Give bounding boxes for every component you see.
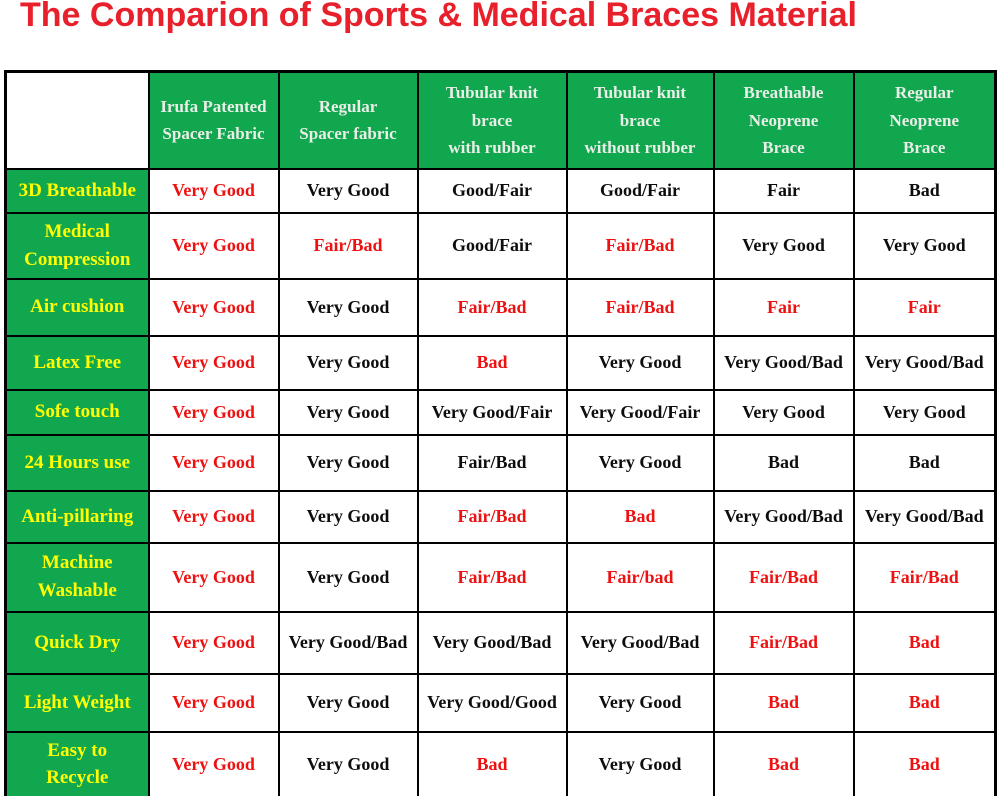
table-cell: Very Good bbox=[565, 433, 715, 492]
table-cell: Fair bbox=[712, 167, 855, 214]
page-title: The Comparion of Sports & Medical Braces… bbox=[20, 0, 857, 34]
table-cell: Good/Fair bbox=[416, 211, 568, 280]
table-cell: Fair bbox=[852, 277, 997, 337]
table-cell: Very Good bbox=[277, 433, 419, 492]
table-cell: Very Good/Bad bbox=[852, 489, 997, 544]
table-cell: Very Good bbox=[147, 167, 280, 214]
table-cell: Very Good bbox=[147, 211, 280, 280]
row-label: Easy to Recycle bbox=[4, 730, 150, 796]
row-label: Light Weight bbox=[4, 672, 150, 733]
table-cell: Very Good bbox=[147, 388, 280, 436]
table-cell: Bad bbox=[416, 334, 568, 391]
table-cell: Very Good bbox=[147, 277, 280, 337]
table-cell: Very Good bbox=[277, 672, 419, 733]
table-cell: Very Good bbox=[712, 388, 855, 436]
table-cell: Very Good bbox=[277, 388, 419, 436]
table-row: Quick Dry Very Good Very Good/Bad Very Good… bbox=[4, 610, 997, 675]
table-cell: Fair/bad bbox=[565, 541, 715, 613]
column-header: Breathable Neoprene Brace bbox=[712, 70, 855, 170]
column-header: Tubular knit brace with rubber bbox=[416, 70, 568, 170]
table-cell: Bad bbox=[852, 433, 997, 492]
table-cell: Fair/Bad bbox=[416, 433, 568, 492]
table-cell: Very Good bbox=[277, 730, 419, 796]
table-cell: Bad bbox=[852, 610, 997, 675]
table-cell: Very Good/Bad bbox=[416, 610, 568, 675]
table-row: Easy to Recycle Very Good Very Good Bad Very… bbox=[4, 730, 997, 796]
column-header: Regular Neoprene Brace bbox=[852, 70, 997, 170]
table-cell: Fair/Bad bbox=[565, 277, 715, 337]
table-row: 24 Hours use Very Good Very Good Fair/Bad Ve… bbox=[4, 433, 997, 492]
table-cell: Fair/Bad bbox=[712, 541, 855, 613]
table-row: Sofe touch Very Good Very Good Very Good/Fa… bbox=[4, 388, 997, 436]
table-cell: Very Good/Bad bbox=[852, 334, 997, 391]
row-label: Sofe touch bbox=[4, 388, 150, 436]
table-cell: Very Good bbox=[147, 541, 280, 613]
table-row: Machine Washable Very Good Very Good Fair/B… bbox=[4, 541, 997, 613]
table-cell: Fair/Bad bbox=[416, 541, 568, 613]
table-cell: Very Good bbox=[277, 334, 419, 391]
table-cell: Very Good bbox=[712, 211, 855, 280]
table-cell: Bad bbox=[712, 672, 855, 733]
table-cell: Bad bbox=[852, 167, 997, 214]
table-cell: Fair/Bad bbox=[416, 489, 568, 544]
row-label: Quick Dry bbox=[4, 610, 150, 675]
table-cell: Very Good bbox=[147, 489, 280, 544]
table-header-row: Irufa Patented Spacer Fabric Regular Spac… bbox=[4, 70, 997, 170]
column-header: Tubular knit brace without rubber bbox=[565, 70, 715, 170]
table-cell: Very Good bbox=[565, 334, 715, 391]
table-cell: Very Good/Bad bbox=[712, 489, 855, 544]
table-cell: Bad bbox=[712, 730, 855, 796]
table-cell: Very Good bbox=[147, 730, 280, 796]
table-cell: Very Good bbox=[147, 334, 280, 391]
row-label: Latex Free bbox=[4, 334, 150, 391]
table-cell: Very Good bbox=[565, 730, 715, 796]
corner-cell bbox=[4, 70, 150, 170]
table-cell: Good/Fair bbox=[416, 167, 568, 214]
table-cell: Fair/Bad bbox=[565, 211, 715, 280]
table-cell: Very Good bbox=[147, 610, 280, 675]
table-cell: Fair bbox=[712, 277, 855, 337]
table-cell: Very Good bbox=[852, 388, 997, 436]
table-cell: Very Good bbox=[852, 211, 997, 280]
table-cell: Very Good/Bad bbox=[712, 334, 855, 391]
table-cell: Fair/Bad bbox=[416, 277, 568, 337]
table-cell: Very Good bbox=[277, 277, 419, 337]
table-row: Light Weight Very Good Very Good Very Good/… bbox=[4, 672, 997, 733]
table-cell: Very Good bbox=[147, 433, 280, 492]
table-cell: Very Good bbox=[565, 672, 715, 733]
row-label: Medical Compression bbox=[4, 211, 150, 280]
table-row: Anti-pillaring Very Good Very Good Fair/Bad… bbox=[4, 489, 997, 544]
table-cell: Very Good bbox=[277, 489, 419, 544]
table-row: Medical Compression Very Good Fair/Bad Good… bbox=[4, 211, 997, 280]
table-cell: Good/Fair bbox=[565, 167, 715, 214]
table-cell: Very Good/Fair bbox=[416, 388, 568, 436]
table-cell: Bad bbox=[712, 433, 855, 492]
table-cell: Very Good/Good bbox=[416, 672, 568, 733]
table-row: Air cushion Very Good Very Good Fair/Bad Fai… bbox=[4, 277, 997, 337]
column-header: Regular Spacer fabric bbox=[277, 70, 419, 170]
table-cell: Very Good bbox=[277, 167, 419, 214]
comparison-table: Irufa Patented Spacer Fabric Regular Spac… bbox=[4, 70, 997, 796]
row-label: 24 Hours use bbox=[4, 433, 150, 492]
row-label: Anti-pillaring bbox=[4, 489, 150, 544]
table-row: Latex Free Very Good Very Good Bad Very Good… bbox=[4, 334, 997, 391]
table-cell: Very Good/Bad bbox=[277, 610, 419, 675]
row-label: Machine Washable bbox=[4, 541, 150, 613]
table-cell: Very Good bbox=[147, 672, 280, 733]
table-cell: Fair/Bad bbox=[712, 610, 855, 675]
row-label: Air cushion bbox=[4, 277, 150, 337]
table-cell: Bad bbox=[565, 489, 715, 544]
row-label: 3D Breathable bbox=[4, 167, 150, 214]
table-cell: Very Good/Fair bbox=[565, 388, 715, 436]
table-cell: Very Good bbox=[277, 541, 419, 613]
column-header: Irufa Patented Spacer Fabric bbox=[147, 70, 280, 170]
table-cell: Fair/Bad bbox=[277, 211, 419, 280]
table-cell: Very Good/Bad bbox=[565, 610, 715, 675]
table-cell: Bad bbox=[416, 730, 568, 796]
table-cell: Fair/Bad bbox=[852, 541, 997, 613]
table-cell: Bad bbox=[852, 730, 997, 796]
table-cell: Bad bbox=[852, 672, 997, 733]
table-row: 3D Breathable Very Good Very Good Good/Fair… bbox=[4, 167, 997, 214]
